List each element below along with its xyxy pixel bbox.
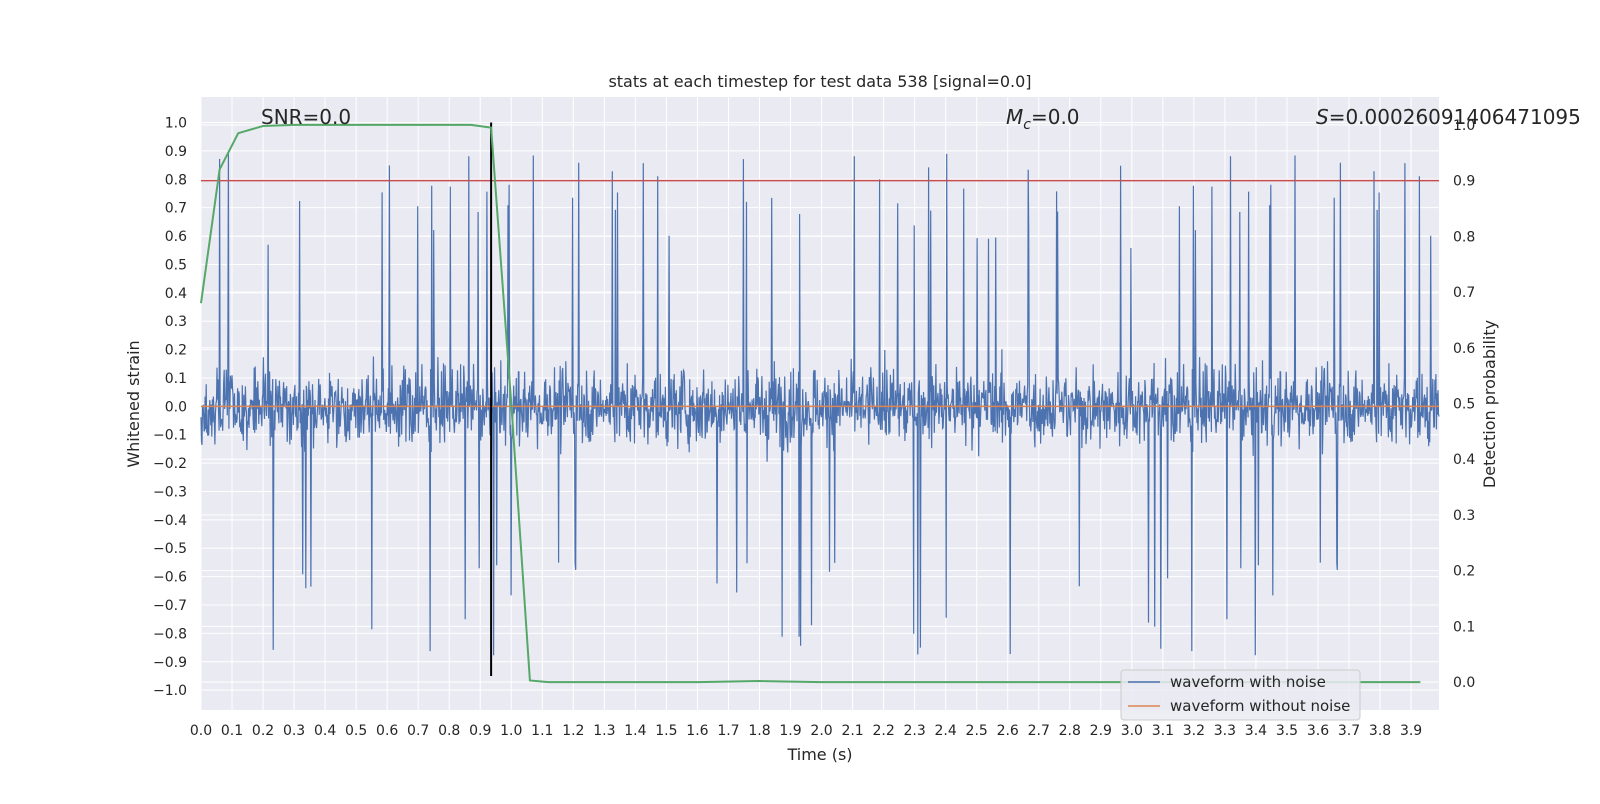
x-tick-label: 0.8 [438, 723, 460, 739]
y-tick-label-right: 0.3 [1453, 508, 1475, 524]
y-tick-label-left: 0.2 [165, 343, 187, 359]
x-tick-label: 0.6 [376, 723, 398, 739]
x-tick-label: 2.3 [904, 723, 926, 739]
series-waveform-with-noise [200, 153, 1440, 656]
x-tick-label: 1.3 [593, 723, 615, 739]
x-tick-label: 1.6 [686, 723, 708, 739]
y-tick-label-right: 0.2 [1453, 564, 1475, 580]
x-tick-label: 3.5 [1276, 723, 1298, 739]
chart-title: stats at each timestep for test data 538… [608, 72, 1031, 91]
y-tick-label-left: 0.3 [165, 314, 187, 330]
y-axis-label-left: Whitened strain [124, 340, 143, 467]
y-tick-label-left: −0.3 [153, 484, 187, 500]
x-tick-label: 3.0 [1121, 723, 1143, 739]
x-tick-label: 1.5 [655, 723, 677, 739]
x-tick-label: 0.0 [190, 723, 212, 739]
x-tick-label: 1.7 [717, 723, 739, 739]
y-tick-label-right: 0.4 [1453, 452, 1475, 468]
series-detection-probability [200, 123, 1421, 684]
y-tick-label-left: −0.1 [153, 428, 187, 444]
y-tick-label-left: 1.0 [165, 116, 187, 132]
x-tick-label: 3.8 [1369, 723, 1391, 739]
x-tick-label: 0.2 [252, 723, 274, 739]
y-axis-label-right: Detection probability [1480, 320, 1499, 488]
y-tick-label-left: −1.0 [153, 683, 187, 699]
x-tick-label: 1.2 [562, 723, 584, 739]
x-tick-label: 1.1 [531, 723, 553, 739]
x-tick-label: 1.4 [624, 723, 646, 739]
y-tick-label-left: 0.1 [165, 371, 187, 387]
legend-label-noise: waveform with noise [1170, 673, 1326, 691]
y-tick-label-left: 0.8 [165, 172, 187, 188]
x-tick-label: 3.9 [1400, 723, 1422, 739]
y-tick-label-right: 0.7 [1453, 285, 1475, 301]
x-tick-label: 2.1 [841, 723, 863, 739]
legend-box [1120, 669, 1361, 721]
x-tick-label: 2.5 [966, 723, 988, 739]
y-tick-label-left: 0.0 [165, 399, 187, 415]
y-tick-label-left: 0.6 [165, 229, 187, 245]
legend-label-clean: waveform without noise [1170, 697, 1350, 715]
y-tick-label-right: 0.6 [1453, 341, 1475, 357]
x-axis-label: Time (s) [786, 745, 852, 764]
x-tick-label: 0.4 [314, 723, 336, 739]
y-tick-label-left: 0.5 [165, 257, 187, 273]
y-tick-label-left: −0.5 [153, 541, 187, 557]
x-tick-label: 3.4 [1245, 723, 1267, 739]
y-tick-label-left: −0.8 [153, 626, 187, 642]
y-tick-label-right: 0.8 [1453, 229, 1475, 245]
x-tick-label: 2.2 [872, 723, 894, 739]
y-tick-label-left: 0.4 [165, 286, 187, 302]
x-tick-label: 0.9 [469, 723, 491, 739]
x-tick-label: 2.8 [1059, 723, 1081, 739]
x-tick-label: 1.0 [500, 723, 522, 739]
y-tick-label-left: −0.4 [153, 513, 187, 529]
y-tick-label-right: 0.0 [1453, 675, 1475, 691]
y-tick-label-left: −0.6 [153, 570, 187, 586]
x-tick-label: 3.1 [1152, 723, 1174, 739]
mc-annotation: Mc=0.0 [1006, 105, 1080, 133]
y-tick-label-left: −0.7 [153, 598, 187, 614]
y-tick-label-left: 0.7 [165, 201, 187, 217]
noise-series-layer [200, 153, 1440, 656]
x-tick-label: 1.9 [779, 723, 801, 739]
s-annotation: S=0.00026091406471095 [1316, 105, 1581, 129]
x-tick-label: 2.7 [1028, 723, 1050, 739]
line-series-layer [200, 122, 1439, 684]
x-tick-label: 2.0 [810, 723, 832, 739]
x-tick-label: 2.4 [935, 723, 957, 739]
x-tick-label: 3.6 [1307, 723, 1329, 739]
snr-annotation: SNR=0.0 [261, 105, 351, 129]
x-tick-label: 3.2 [1183, 723, 1205, 739]
x-tick-label: 0.5 [345, 723, 367, 739]
y-tick-label-right: 1.0 [1453, 118, 1475, 134]
y-tick-label-left: 0.9 [165, 144, 187, 160]
x-tick-label: 0.1 [221, 723, 243, 739]
tick-labels: 0.0 0.1 0.2 0.3 0.4 0.5 0.6 0.7 0.8 0.9 1.0 1.1 1.2 1… [153, 116, 1475, 739]
x-tick-label: 0.3 [283, 723, 305, 739]
y-tick-label-right: 0.9 [1453, 174, 1475, 190]
legend: waveform with noise waveform without noi… [1120, 669, 1361, 721]
y-tick-label-right: 0.1 [1453, 619, 1475, 635]
x-tick-label: 3.3 [1214, 723, 1236, 739]
x-tick-label: 2.6 [997, 723, 1019, 739]
y-tick-label-left: −0.9 [153, 655, 187, 671]
x-tick-label: 3.7 [1338, 723, 1360, 739]
y-tick-label-left: −0.2 [153, 456, 187, 472]
x-tick-label: 2.9 [1090, 723, 1112, 739]
x-tick-label: 0.7 [407, 723, 429, 739]
x-tick-label: 1.8 [748, 723, 770, 739]
y-tick-label-right: 0.5 [1453, 397, 1475, 413]
